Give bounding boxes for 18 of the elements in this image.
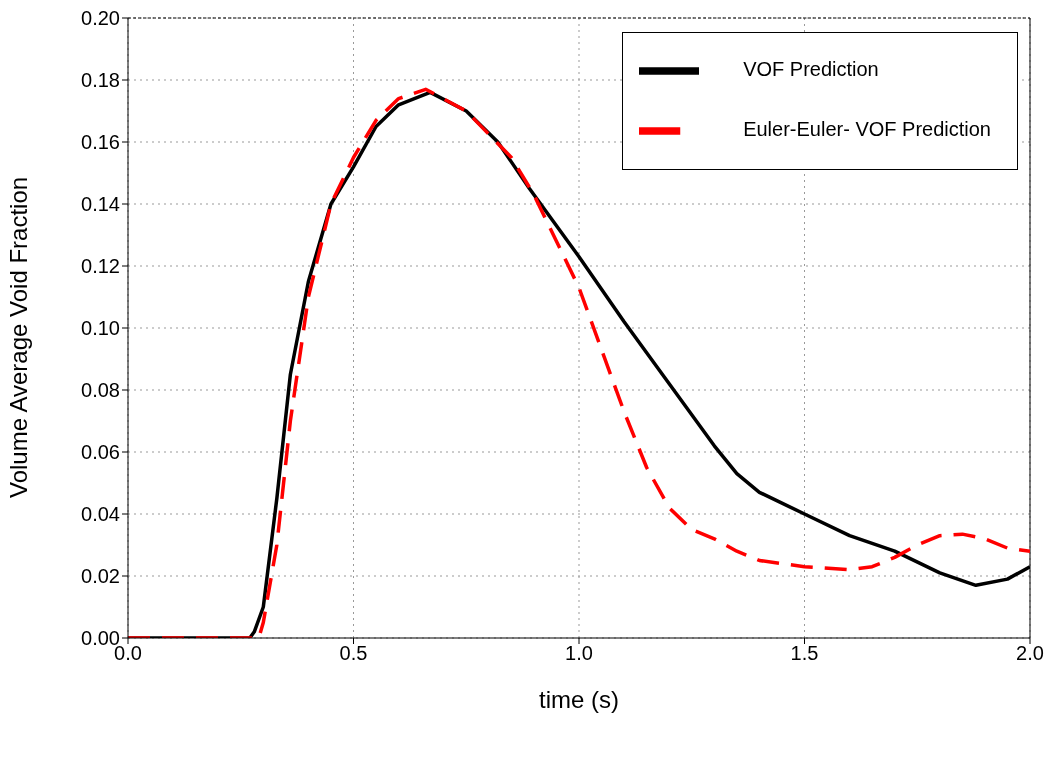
y-tick-label: 0.18	[81, 69, 120, 92]
x-tick-label: 0.5	[339, 642, 368, 665]
y-tick-label: 0.08	[81, 379, 120, 402]
x-tick-label: 1.5	[790, 642, 819, 665]
y-tick-label: 0.06	[81, 441, 120, 464]
x-axis-title: time (s)	[539, 686, 619, 713]
y-tick-label: 0.02	[81, 565, 120, 588]
x-tick-label: 2.0	[1016, 642, 1044, 665]
x-tick-label: 1.0	[565, 642, 593, 665]
y-tick-label: 0.10	[81, 317, 120, 340]
y-tick-label: 0.20	[81, 7, 120, 30]
y-tick-label: 0.04	[81, 503, 120, 526]
y-tick-label: 0.16	[81, 131, 120, 154]
legend-label: VOF Prediction	[743, 58, 879, 81]
y-tick-label: 0.12	[81, 255, 120, 278]
y-axis-title: Volume Average Void Fraction	[4, 176, 32, 498]
legend-label: Euler-Euler- VOF Prediction	[743, 118, 991, 141]
y-tick-label: 0.14	[81, 193, 120, 216]
